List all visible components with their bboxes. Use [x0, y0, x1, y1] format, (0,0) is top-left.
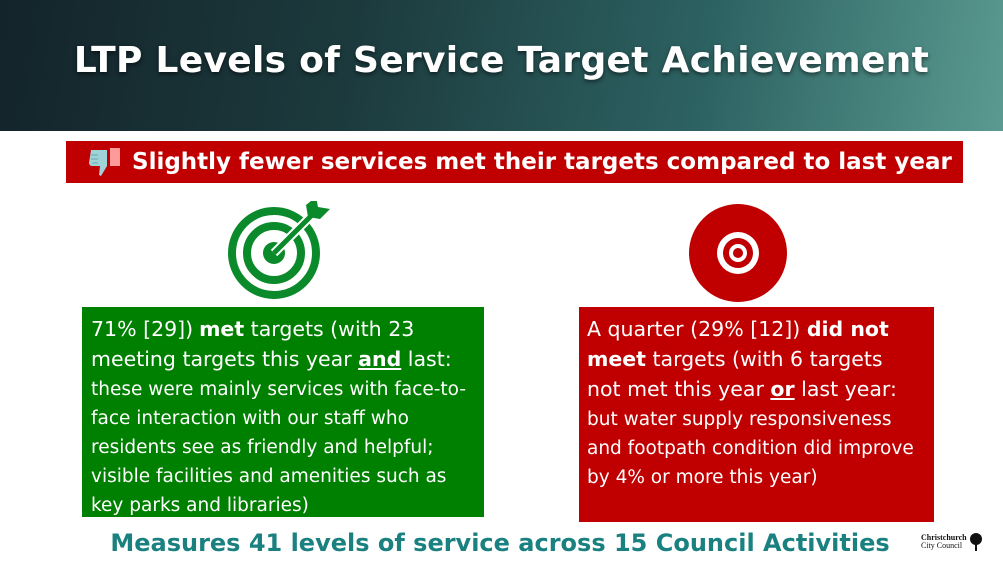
page-title: LTP Levels of Service Target Achievement	[73, 40, 930, 81]
subtitle-text: Slightly fewer services met their target…	[132, 149, 952, 175]
not-met-line3-b: last year:	[794, 377, 897, 401]
not-met-detail: but water supply responsiveness and foot…	[587, 409, 914, 488]
and-word: and	[358, 347, 402, 371]
target-missed-icon	[689, 204, 787, 302]
or-word: or	[770, 377, 795, 401]
met-targets-text: targets (with 23	[244, 317, 415, 341]
met-line2-a: meeting targets this year	[91, 347, 359, 371]
not-met-lead: A quarter (29% [12])	[587, 317, 807, 341]
logo-line2: City Council	[921, 541, 963, 550]
not-met-targets-box: A quarter (29% [12]) did not meet target…	[579, 307, 934, 522]
title-banner	[0, 0, 1003, 131]
not-met-line3-a: not met this year	[587, 377, 771, 401]
met-line2-b: last:	[401, 347, 452, 371]
council-logo: Christchurch City Council	[921, 532, 987, 552]
met-targets-box: 71% [29]) met targets (with 23 meeting t…	[82, 307, 484, 517]
subtitle-banner: Slightly fewer services met their target…	[66, 141, 963, 183]
did-not-word: did not	[806, 317, 889, 341]
met-detail: these were mainly services with face-to-…	[91, 379, 467, 516]
met-word: met	[199, 317, 245, 341]
footer-text: Measures 41 levels of service across 15 …	[110, 529, 890, 557]
thumbs-down-icon	[89, 148, 120, 176]
tree-logo-icon	[969, 533, 982, 551]
met-pct: 71% [29])	[91, 317, 194, 341]
meet-word: meet	[587, 347, 646, 371]
target-bullseye-icon	[228, 201, 330, 299]
not-met-targets-text: targets (with 6 targets	[645, 347, 883, 371]
logo-line1: Christchurch	[921, 533, 967, 542]
